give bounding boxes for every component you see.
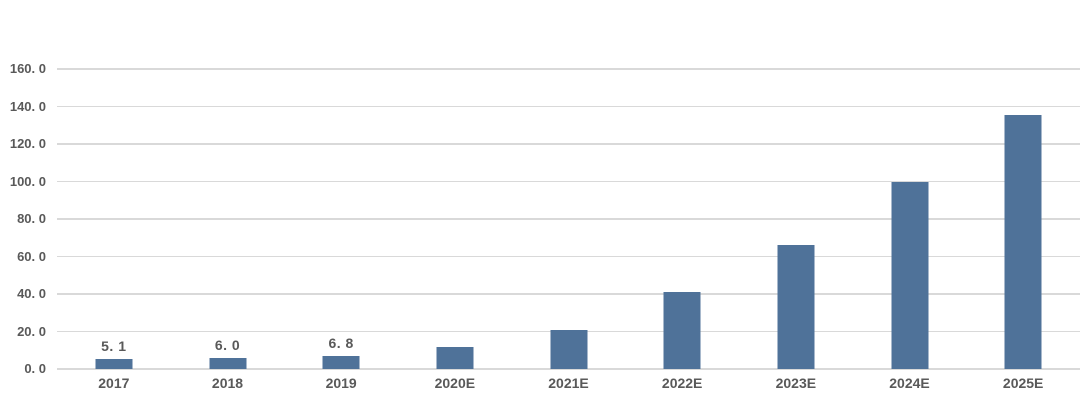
bar-value-label: 6. 0 — [214, 336, 241, 353]
x-tick-label: 2018 — [211, 375, 244, 391]
bar-2023E — [777, 245, 815, 369]
x-tick-label: 2023E — [775, 375, 817, 391]
y-tick-label: 120. 0 — [9, 136, 46, 151]
bar-2021E — [550, 329, 587, 369]
bar-2022E — [663, 292, 701, 369]
y-tick-label: 40. 0 — [17, 286, 46, 301]
x-axis: 2017 2018 2019 2020E 2021E 2022E 2023E 2024E 202… — [57, 374, 1080, 396]
bar-2019 — [322, 356, 360, 369]
x-tick-label: 2025E — [1002, 375, 1044, 391]
y-tick-label: 0. 0 — [24, 361, 46, 376]
gridline — [57, 68, 1080, 70]
plot-area: 5. 1 6. 0 6. 8 — [57, 68, 1080, 370]
x-tick-label: 2022E — [661, 375, 703, 391]
y-tick-label: 160. 0 — [9, 61, 46, 76]
gridline — [57, 255, 1080, 258]
gridline — [57, 105, 1080, 108]
bar-2020E — [436, 347, 474, 369]
gridline — [57, 218, 1080, 220]
bar-2024E — [891, 181, 928, 369]
x-tick-label: 2020E — [434, 375, 476, 391]
x-tick-label: 2017 — [98, 375, 130, 391]
y-axis: 0. 0 20. 0 40. 0 60. 0 80. 0 100. 0 120. 0 140.… — [0, 61, 46, 376]
bar-2017 — [95, 359, 133, 369]
y-tick-label: 80. 0 — [17, 211, 46, 226]
bar-value-label: 5. 1 — [101, 338, 127, 355]
y-tick-label: 140. 0 — [9, 98, 46, 114]
bar-2018 — [209, 357, 246, 369]
y-tick-label: 100. 0 — [9, 173, 46, 189]
y-tick-label: 20. 0 — [17, 323, 46, 339]
x-tick-label: 2019 — [325, 375, 357, 391]
gridline — [57, 180, 1080, 183]
gridline — [57, 143, 1080, 145]
x-tick-label: 2021E — [548, 375, 589, 391]
gridline — [57, 293, 1080, 295]
x-tick-label: 2024E — [889, 375, 930, 391]
y-tick-label: 60. 0 — [17, 248, 46, 264]
bar-value-label: 6. 8 — [328, 335, 354, 352]
bar-2025E — [1004, 114, 1042, 369]
